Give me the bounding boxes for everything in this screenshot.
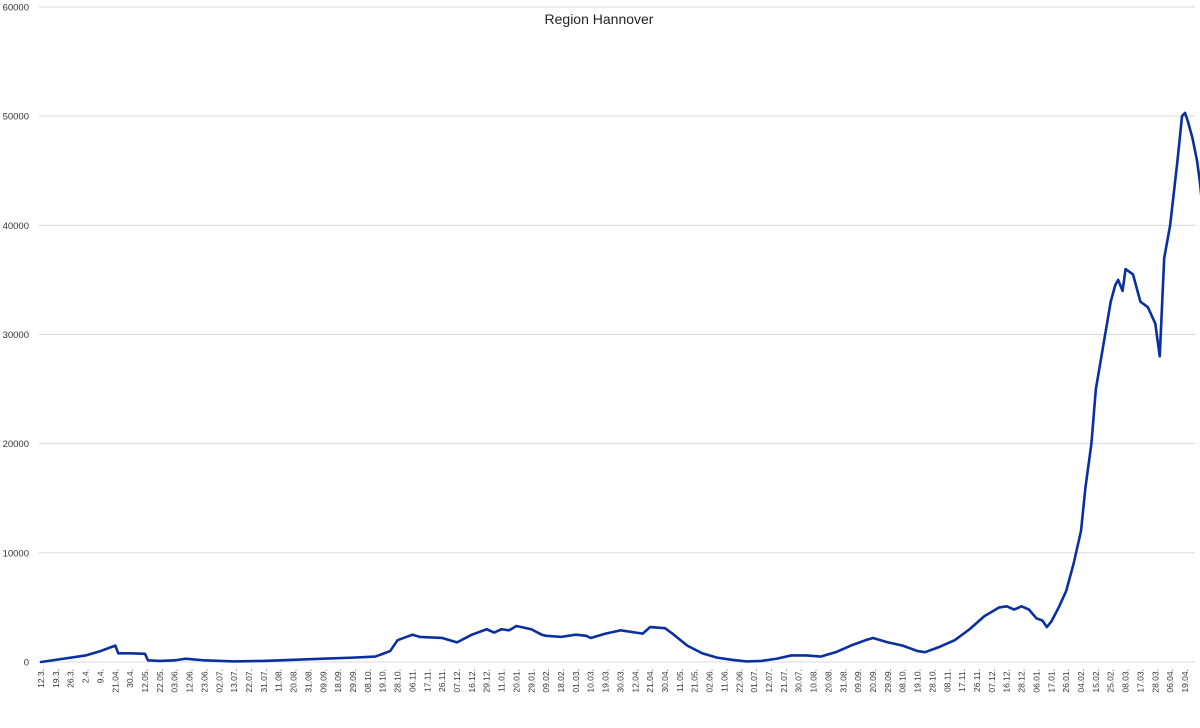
x-tick-label: 19.03. [601,669,611,693]
x-tick-label: 13.07. [229,669,239,693]
x-tick-label: 22.05. [155,669,165,693]
x-tick-label: 9.4. [95,669,105,683]
x-tick-label: 19.10. [913,669,923,693]
x-tick-label: 23.06. [199,669,209,693]
x-tick-label: 31.08. [303,669,313,693]
x-tick-label: 11.06. [719,669,729,692]
x-tick-label: 22.06. [734,669,744,693]
x-tick-label: 06.01. [1031,669,1041,693]
x-tick-label: 02.06. [705,669,715,693]
x-tick-label: 25.02. [1106,669,1116,693]
chart-title: Region Hannover [545,11,654,27]
y-tick-label: 30000 [3,330,29,341]
x-tick-label: 10.08. [809,669,819,693]
x-tick-label: 12.06. [185,669,195,693]
x-tick-label: 28.10. [393,669,403,693]
x-tick-label: 11.01. [497,669,507,692]
x-tick-label: 19.04. [1180,669,1190,693]
x-tick-label: 04.02. [1076,669,1086,693]
x-tick-label: 20.09. [868,669,878,693]
x-tick-label: 28.10. [927,669,937,693]
y-tick-label: 20000 [3,439,29,450]
x-axis: 12.3. 19.3. 26.3. 2.4. 9.4. 21.04. 30.4. 12.05.… [36,669,1190,693]
x-tick-label: 10.03. [586,669,596,693]
x-tick-label: 12.3. [36,669,46,688]
x-tick-label: 29.01. [526,669,536,693]
x-tick-label: 22.07. [244,669,254,693]
x-tick-label: 09.02. [541,669,551,693]
gridlines [39,6,1195,663]
x-tick-label: 30.04. [660,669,670,693]
x-tick-label: 17.11. [422,669,432,692]
x-tick-label: 18.09. [333,669,343,693]
x-tick-label: 15.02. [1091,669,1101,693]
x-tick-label: 08.10. [363,669,373,693]
x-tick-label: 29.09. [348,669,358,693]
x-tick-label: 21.04. [110,669,120,693]
y-tick-label: 10000 [3,548,29,559]
x-tick-label: 07.12. [987,669,997,693]
y-axis: 0 10000 20000 30000 40000 50000 60000 [3,3,29,669]
x-tick-label: 26.11. [972,669,982,692]
x-tick-label: 20.01. [511,669,521,693]
x-tick-label: 02.07. [214,669,224,693]
x-tick-label: 16.12. [1002,669,1012,693]
x-tick-label: 06.11. [407,669,417,692]
x-tick-label: 18.02. [556,669,566,693]
x-tick-label: 16.12. [467,669,477,693]
x-tick-label: 11.08. [274,669,284,692]
x-tick-label: 28.03. [1150,669,1160,693]
x-tick-label: 19.10. [378,669,388,693]
y-tick-label: 50000 [3,112,29,123]
x-tick-label: 31.07. [259,669,269,693]
x-tick-label: 06.04. [1165,669,1175,693]
x-tick-label: 08.10. [898,669,908,693]
x-tick-label: 29.09. [883,669,893,693]
x-tick-label: 26.01. [1061,669,1071,693]
x-tick-label: 21.05. [690,669,700,693]
x-tick-label: 17.11. [957,669,967,692]
x-tick-label: 08.11. [942,669,952,692]
x-tick-label: 09.09. [853,669,863,693]
x-tick-label: 21.04. [645,669,655,693]
x-tick-label: 12.07. [764,669,774,693]
y-tick-label: 40000 [3,221,29,232]
x-tick-label: 30.4. [125,669,135,688]
x-tick-label: 26.11. [437,669,447,692]
x-tick-label: 09.09. [318,669,328,693]
series-layer [39,111,1200,664]
x-tick-label: 12.05. [140,669,150,693]
x-tick-label: 20.08. [823,669,833,693]
x-tick-label: 08.03. [1121,669,1131,693]
series-line [39,111,1200,664]
x-tick-label: 30.03. [615,669,625,693]
x-tick-label: 2.4. [81,669,91,683]
x-tick-label: 19.3. [51,669,61,688]
y-tick-label: 0 [24,658,29,669]
x-tick-label: 12.04. [630,669,640,693]
x-tick-label: 01.07. [749,669,759,693]
x-tick-label: 29.12. [482,669,492,693]
x-tick-label: 03.06. [170,669,180,693]
x-tick-label: 01.03. [571,669,581,693]
x-tick-label: 28.12. [1017,669,1027,693]
x-tick-label: 17.03. [1135,669,1145,693]
x-tick-label: 31.08. [838,669,848,693]
x-tick-label: 20.08. [289,669,299,693]
x-tick-label: 26.3. [66,669,76,688]
x-tick-label: 11.05. [675,669,685,692]
x-tick-label: 30.07. [794,669,804,693]
x-tick-label: 21.07. [779,669,789,693]
x-tick-label: 07.12. [452,669,462,693]
x-tick-label: 17.01. [1046,669,1056,693]
y-tick-label: 60000 [3,3,29,14]
